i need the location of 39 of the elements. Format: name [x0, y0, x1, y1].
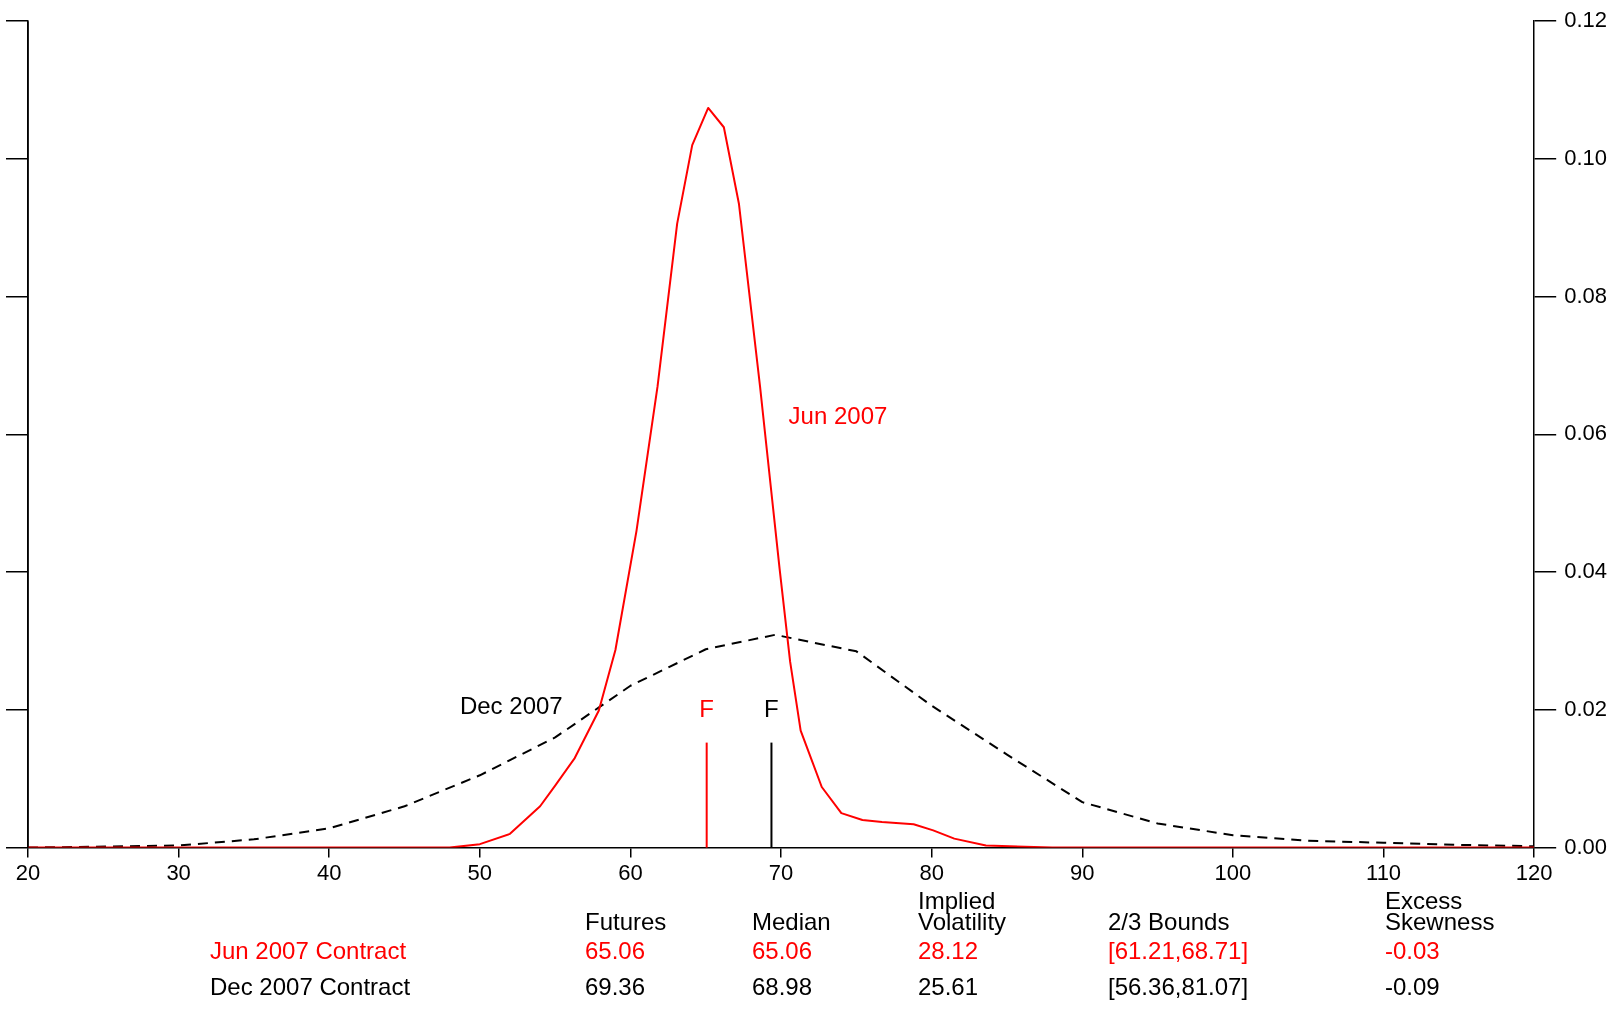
text: 25.61 [918, 973, 979, 1000]
text: Median [752, 908, 831, 935]
ref-line-label: F [699, 695, 715, 723]
x-tick-label: 70 [768, 859, 794, 885]
x-tick-label: 60 [618, 859, 643, 885]
text: 2/3 Bounds [1108, 908, 1230, 935]
text: Jun 2007 Contract [210, 937, 407, 964]
ref-line-label: F [764, 695, 779, 723]
y-tick-label: 0.12 [1564, 7, 1608, 33]
text: [56.36,81.07] [1108, 973, 1249, 1000]
x-tick-label: 40 [316, 859, 342, 885]
y-tick-label: 0.04 [1564, 558, 1608, 584]
text: 65.06 [585, 937, 646, 964]
text: Implied Volatility [918, 887, 1007, 935]
text: Excess Skewness [1385, 887, 1495, 935]
text: 68.98 [752, 973, 813, 1000]
x-tick-label: 120 [1515, 859, 1553, 885]
text: [61.21,68.71] [1108, 937, 1249, 964]
x-tick-label: 30 [166, 859, 191, 885]
y-tick-label: 0.06 [1564, 420, 1608, 446]
x-tick-label: 80 [919, 859, 944, 885]
y-tick-label: 0.00 [1564, 833, 1608, 859]
series-label: Jun 2007 [788, 402, 888, 430]
text: Dec 2007 Contract [210, 973, 411, 1000]
text: 69.36 [585, 973, 646, 1000]
text: 28.12 [918, 937, 979, 964]
x-tick-label: 100 [1214, 859, 1252, 885]
x-tick-label: 50 [467, 859, 493, 885]
x-tick-label: 20 [15, 859, 41, 885]
y-tick-label: 0.10 [1564, 145, 1608, 170]
x-tick-label: 90 [1070, 859, 1095, 885]
y-tick-label: 0.02 [1564, 695, 1608, 721]
text: 65.06 [752, 937, 813, 964]
text: Futures [585, 908, 667, 935]
x-tick-label: 110 [1366, 859, 1402, 885]
text: -0.09 [1385, 973, 1440, 1000]
y-tick-label: 0.08 [1564, 282, 1608, 308]
text: -0.03 [1385, 937, 1440, 964]
series-label: Dec 2007 [459, 691, 563, 719]
